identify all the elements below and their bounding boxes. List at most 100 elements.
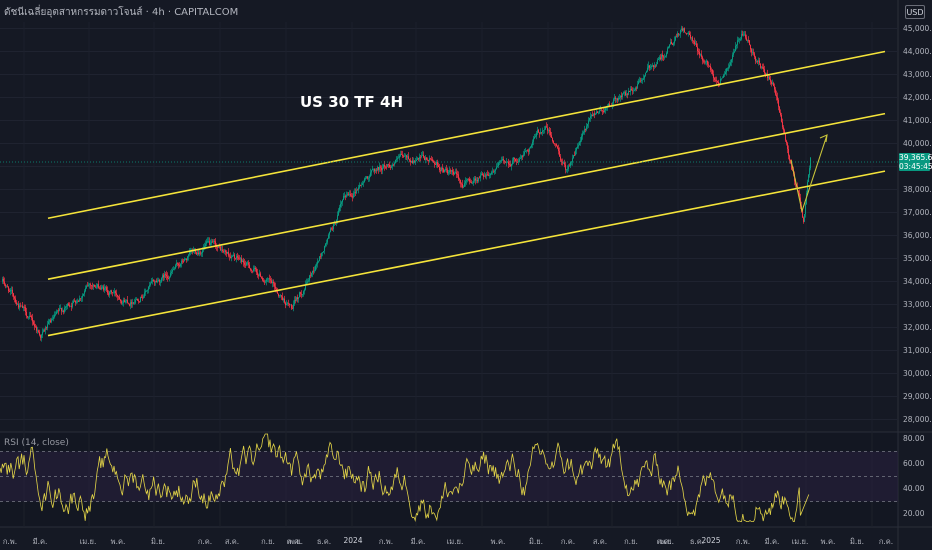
time-tick-label: พ.ย. (288, 537, 304, 546)
candle-body (461, 183, 462, 185)
candle-body (195, 249, 196, 253)
candle-body (681, 28, 682, 31)
candle-body (609, 103, 610, 107)
candle-body (616, 98, 617, 100)
candle-body (470, 181, 471, 183)
candle-body (236, 256, 237, 259)
candle-body (94, 284, 95, 287)
rsi-indicator-label[interactable]: RSI (14, close) (4, 438, 69, 448)
candle-body (323, 251, 324, 253)
candle-body (77, 301, 78, 302)
candle-body (770, 79, 771, 82)
candle-body (803, 217, 804, 222)
candle-body (343, 196, 344, 201)
candle-body (400, 153, 401, 156)
candle-body (327, 238, 328, 243)
candle-body (101, 287, 102, 290)
candle-body (393, 164, 394, 166)
candle-body (355, 192, 356, 193)
candle-body (57, 310, 58, 312)
candle-body (269, 278, 270, 280)
time-tick-label: พ.ค. (490, 537, 506, 546)
candle-body (89, 284, 90, 285)
time-tick-label: พ.ย. (659, 537, 675, 546)
candle-body (248, 262, 249, 265)
candle-body (10, 290, 11, 292)
candle-body (456, 172, 457, 175)
candle-body (369, 176, 370, 178)
candle-body (353, 193, 354, 198)
candle-body (244, 262, 245, 265)
candle-body (122, 302, 123, 304)
candle-body (452, 170, 453, 172)
candle-body (394, 163, 395, 165)
candle-body (291, 304, 292, 309)
candle-body (366, 176, 367, 179)
chart-annotation[interactable]: US 30 TF 4H (300, 93, 403, 111)
candle-body (26, 311, 27, 317)
candle-body (50, 320, 51, 323)
candle-body (22, 305, 23, 308)
candle-body (587, 123, 588, 127)
candle-body (365, 178, 366, 179)
candle-body (427, 159, 428, 161)
candle-body (626, 94, 627, 95)
candle-body (20, 305, 21, 307)
candle-body (527, 150, 528, 152)
candle-body (52, 318, 53, 320)
candle-body (498, 162, 499, 166)
candle-body (805, 204, 806, 215)
candle-body (314, 270, 315, 272)
candle-body (687, 33, 688, 35)
candle-body (240, 258, 241, 260)
candle-body (390, 167, 391, 168)
candle-body (286, 303, 287, 306)
candle-body (441, 167, 442, 171)
price-tick-label: 45,000.0 (903, 23, 932, 33)
candle-body (40, 335, 41, 338)
candle-body (500, 161, 501, 162)
candle-body (641, 79, 642, 82)
candle-body (657, 59, 658, 65)
candle-body (731, 59, 732, 63)
time-tick-label: มิ.ย. (150, 537, 166, 546)
candle-body (422, 154, 423, 156)
candle-body (472, 182, 473, 184)
candle-body (282, 296, 283, 301)
candle-body (110, 290, 111, 292)
candle-body (565, 164, 566, 170)
candle-body (177, 262, 178, 264)
candle-body (638, 81, 639, 85)
candle-body (590, 116, 591, 118)
candle-body (322, 252, 323, 253)
candle-body (737, 40, 738, 45)
candle-body (584, 129, 585, 133)
candle-body (157, 281, 158, 282)
candle-body (645, 72, 646, 76)
candle-body (741, 34, 742, 40)
candle-body (175, 265, 176, 269)
candle-body (786, 140, 787, 144)
candle-body (296, 297, 297, 301)
candle-body (292, 308, 293, 310)
candle-body (297, 297, 298, 299)
candle-body (108, 293, 109, 295)
candle-body (140, 296, 141, 302)
candle-body (251, 269, 252, 271)
candle-body (457, 174, 458, 175)
price-tick-label: 33,000.0 (903, 299, 932, 309)
candle-body (62, 310, 63, 312)
candle-body (671, 41, 672, 44)
candle-body (752, 52, 753, 54)
candle-body (639, 80, 640, 82)
currency-button[interactable]: USD (905, 5, 925, 19)
candle-body (785, 134, 786, 141)
candle-body (771, 81, 772, 84)
candle-body (485, 175, 486, 177)
candle-body (643, 78, 644, 80)
symbol-title[interactable]: ดัชนีเฉลี่ยอุตสาหกรรมดาวโจนส์ · 4h · CAP… (4, 7, 239, 18)
candle-body (127, 300, 128, 303)
candle-body (742, 34, 743, 35)
candle-body (164, 274, 165, 278)
